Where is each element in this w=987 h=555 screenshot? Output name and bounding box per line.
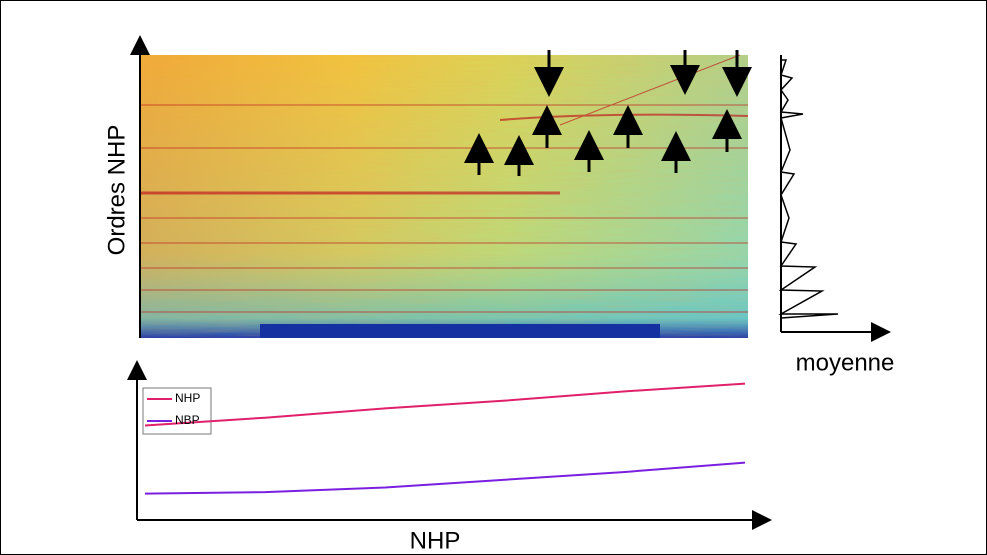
arrows bbox=[464, 50, 752, 176]
series-line bbox=[144, 461, 746, 495]
y-label: Ordres NHP bbox=[103, 125, 130, 256]
legend-label: NHP bbox=[175, 391, 200, 405]
series-line bbox=[144, 382, 746, 427]
axes bbox=[127, 35, 891, 530]
mean-profile bbox=[778, 59, 839, 319]
spectrogram bbox=[140, 54, 749, 338]
legend-label: NBP bbox=[175, 413, 200, 427]
plot: NHP NBP bbox=[144, 382, 746, 495]
x-label: NHP bbox=[410, 527, 461, 554]
legend bbox=[142, 387, 212, 435]
side-label: moyenne bbox=[796, 349, 895, 376]
